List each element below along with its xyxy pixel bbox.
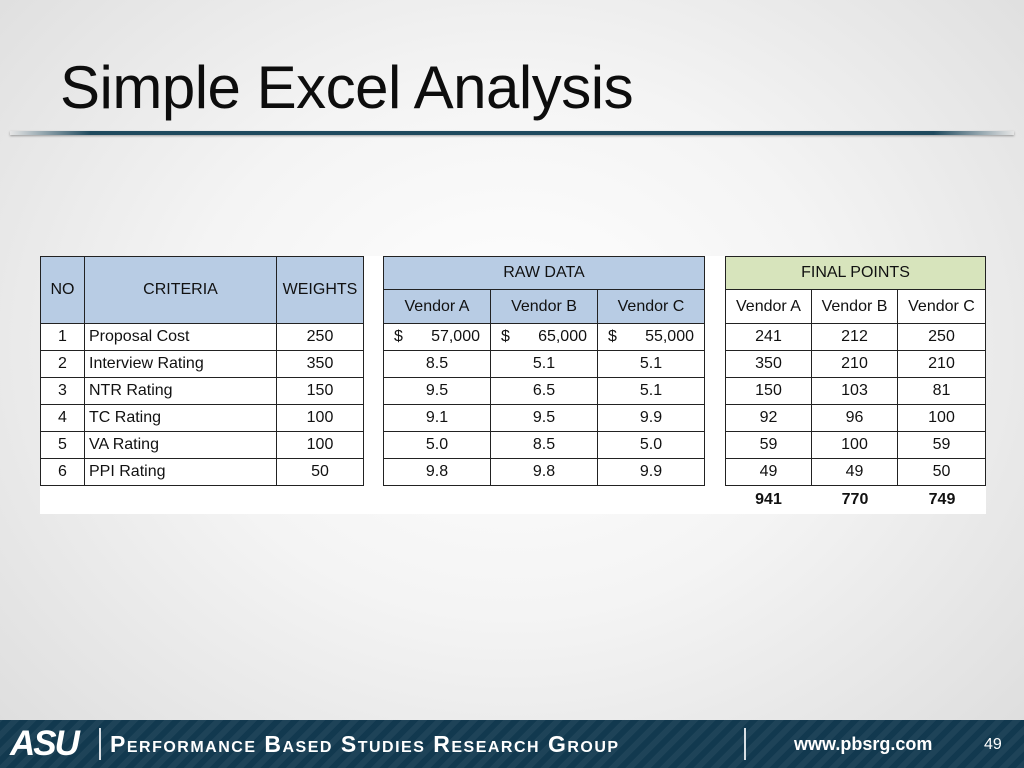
row-criteria: NTR Rating <box>85 378 277 405</box>
row-raw-vendor-a: 9.1 <box>383 405 491 432</box>
header-no: NO <box>40 256 85 324</box>
row-weight: 50 <box>277 459 364 486</box>
row-criteria: PPI Rating <box>85 459 277 486</box>
row-final-vendor-c: 50 <box>898 459 986 486</box>
slide-title: Simple Excel Analysis <box>60 54 634 121</box>
row-final-vendor-b: 210 <box>812 351 898 378</box>
header-raw-vendor-a: Vendor A <box>383 290 491 324</box>
footer-pattern <box>0 720 1024 768</box>
row-raw-vendor-a: 8.5 <box>383 351 491 378</box>
cell-value: 55,000 <box>645 328 694 345</box>
cell-value: 57,000 <box>431 328 480 345</box>
row-weight: 100 <box>277 405 364 432</box>
row-no: 5 <box>40 432 85 459</box>
total-vendor-b: 770 <box>841 491 869 508</box>
row-final-vendor-b: 96 <box>812 405 898 432</box>
row-final-vendor-c: 210 <box>898 351 986 378</box>
header-raw-data: RAW DATA <box>383 256 705 290</box>
page-number: 49 <box>984 736 1002 753</box>
organization-name: Performance Based Studies Research Group <box>110 731 620 757</box>
total-vendor-c: 749 <box>928 491 956 508</box>
currency-symbol: $ <box>394 328 403 345</box>
row-raw-vendor-c: 5.1 <box>598 351 705 378</box>
title-divider <box>10 131 1014 135</box>
row-final-vendor-c: 250 <box>898 324 986 351</box>
row-raw-vendor-c: 9.9 <box>598 459 705 486</box>
header-final-vendor-b: Vendor B <box>812 290 898 324</box>
row-criteria: Interview Rating <box>85 351 277 378</box>
header-weights: WEIGHTS <box>277 256 364 324</box>
header-final-points: FINAL POINTS <box>725 256 986 290</box>
row-raw-vendor-a: $57,000 <box>383 324 491 351</box>
row-raw-vendor-c: 5.0 <box>598 432 705 459</box>
row-raw-vendor-c: 9.9 <box>598 405 705 432</box>
row-final-vendor-a: 92 <box>725 405 812 432</box>
row-raw-vendor-a: 9.8 <box>383 459 491 486</box>
row-no: 6 <box>40 459 85 486</box>
row-final-vendor-a: 241 <box>725 324 812 351</box>
analysis-table: NO CRITERIA WEIGHTS RAW DATA Vendor A Ve… <box>40 256 986 514</box>
row-final-vendor-a: 59 <box>725 432 812 459</box>
cell-value: 65,000 <box>538 328 587 345</box>
header-final-vendor-c: Vendor C <box>898 290 986 324</box>
footer-divider <box>744 728 746 760</box>
row-raw-vendor-b: 8.5 <box>491 432 598 459</box>
row-raw-vendor-b: $65,000 <box>491 324 598 351</box>
row-criteria: Proposal Cost <box>85 324 277 351</box>
row-weight: 100 <box>277 432 364 459</box>
row-raw-vendor-a: 9.5 <box>383 378 491 405</box>
row-weight: 250 <box>277 324 364 351</box>
row-raw-vendor-a: 5.0 <box>383 432 491 459</box>
currency-symbol: $ <box>501 328 510 345</box>
row-final-vendor-a: 350 <box>725 351 812 378</box>
row-no: 1 <box>40 324 85 351</box>
row-raw-vendor-c: 5.1 <box>598 378 705 405</box>
row-raw-vendor-b: 6.5 <box>491 378 598 405</box>
row-raw-vendor-b: 5.1 <box>491 351 598 378</box>
asu-logo: ASU <box>10 724 80 763</box>
row-final-vendor-b: 100 <box>812 432 898 459</box>
row-weight: 350 <box>277 351 364 378</box>
total-vendor-a: 941 <box>755 491 782 508</box>
row-no: 2 <box>40 351 85 378</box>
currency-symbol: $ <box>608 328 617 345</box>
row-no: 4 <box>40 405 85 432</box>
row-final-vendor-b: 103 <box>812 378 898 405</box>
footer-bar: ASU Performance Based Studies Research G… <box>0 720 1024 768</box>
header-criteria: CRITERIA <box>85 256 277 324</box>
header-final-vendor-a: Vendor A <box>725 290 812 324</box>
row-final-vendor-c: 59 <box>898 432 986 459</box>
footer-divider <box>99 728 101 760</box>
header-raw-vendor-b: Vendor B <box>491 290 598 324</box>
row-raw-vendor-b: 9.5 <box>491 405 598 432</box>
row-final-vendor-c: 100 <box>898 405 986 432</box>
row-final-vendor-b: 49 <box>812 459 898 486</box>
header-raw-vendor-c: Vendor C <box>598 290 705 324</box>
row-raw-vendor-b: 9.8 <box>491 459 598 486</box>
row-final-vendor-b: 212 <box>812 324 898 351</box>
row-no: 3 <box>40 378 85 405</box>
website-link[interactable]: www.pbsrg.com <box>794 734 933 754</box>
row-criteria: TC Rating <box>85 405 277 432</box>
row-criteria: VA Rating <box>85 432 277 459</box>
row-final-vendor-a: 150 <box>725 378 812 405</box>
row-raw-vendor-c: $55,000 <box>598 324 705 351</box>
row-final-vendor-a: 49 <box>725 459 812 486</box>
row-final-vendor-c: 81 <box>898 378 986 405</box>
row-weight: 150 <box>277 378 364 405</box>
